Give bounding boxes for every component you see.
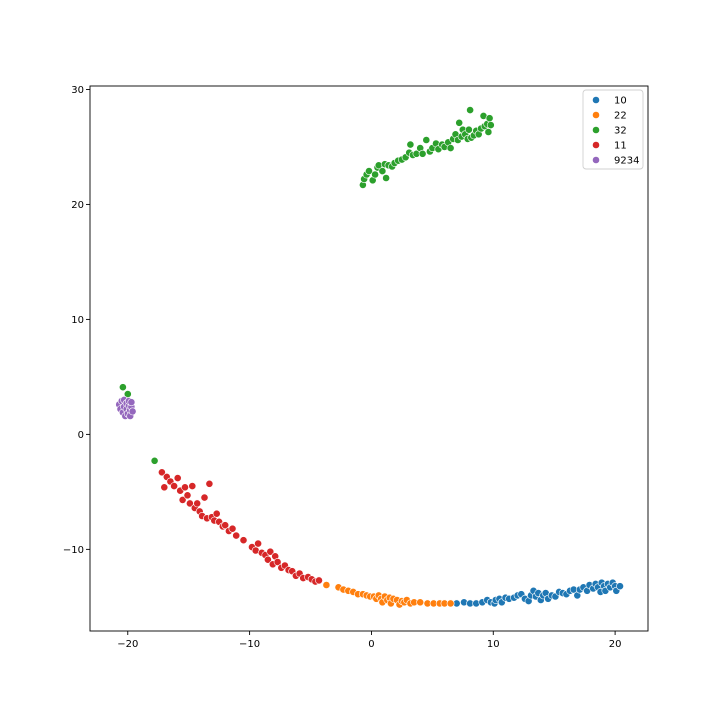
scatter-point (263, 555, 272, 564)
scatter-point (128, 407, 137, 416)
legend-marker (592, 156, 600, 164)
legend-marker (592, 96, 600, 104)
scatter-point (422, 136, 431, 144)
scatter-point (200, 493, 209, 502)
scatter-point (486, 121, 495, 129)
y-tick-label: 0 (78, 430, 84, 441)
scatter-point (485, 114, 494, 123)
scatter-point (178, 495, 187, 504)
y-tick-label: −10 (63, 545, 84, 556)
scatter-point (212, 509, 221, 518)
scatter-point (181, 483, 189, 492)
x-tick-label: 10 (487, 639, 500, 650)
legend-label: 9234 (614, 156, 639, 167)
y-tick-label: 20 (71, 200, 84, 211)
scatter-point (170, 482, 178, 490)
plot-frame (89, 85, 649, 632)
legend-label: 32 (614, 126, 627, 137)
scatter-point (183, 491, 192, 500)
x-tick-label: 20 (609, 639, 622, 650)
scatter-point (221, 521, 230, 530)
scatter-point (416, 598, 425, 607)
scatter-point (616, 582, 624, 591)
scatter-point (446, 599, 455, 608)
legend-label: 10 (614, 96, 627, 107)
legend-label: 22 (614, 111, 627, 122)
legend-box (582, 89, 644, 170)
scatter-point (127, 398, 136, 407)
scatter-point (382, 174, 390, 182)
scatter-point (157, 468, 166, 477)
scatter-point (378, 167, 387, 175)
scatter-point (406, 140, 415, 149)
points-layer (115, 106, 624, 609)
scatter-point (150, 456, 159, 465)
scatter-point (228, 524, 237, 533)
x-tick-label: −10 (239, 639, 260, 650)
scatter-point (273, 558, 282, 566)
legend: 10 22 32 11 9234 (582, 89, 644, 170)
scatter-point (173, 474, 182, 482)
y-tick-label: 30 (71, 85, 84, 96)
legend-marker (592, 141, 600, 149)
axes-layer: −20 −10 0 10 20 −10 0 10 20 30 (63, 85, 622, 650)
scatter-point (232, 531, 241, 540)
scatter-point (119, 383, 127, 392)
x-tick-label: 0 (368, 639, 374, 650)
scatter-point (205, 479, 214, 488)
scatter-point (188, 482, 197, 490)
scatter-point (455, 118, 464, 127)
legend-marker (592, 111, 600, 119)
scatter-point (254, 539, 262, 548)
scatter-point (371, 170, 379, 179)
scatter-point (193, 499, 202, 508)
scatter-point (315, 576, 323, 585)
scatter-point (365, 167, 373, 175)
scatter-point (446, 144, 455, 152)
x-tick-label: −20 (117, 639, 138, 650)
scatter-point (160, 483, 169, 492)
scatter-point (266, 547, 275, 556)
scatter-point (239, 536, 248, 545)
scatter-point (464, 125, 473, 134)
scatter-point (418, 149, 427, 158)
scatter-point (466, 106, 474, 114)
scatter-point (322, 581, 331, 589)
y-tick-label: 10 (71, 315, 84, 326)
scatter-point (484, 128, 493, 136)
legend-marker (592, 126, 600, 134)
legend-label: 11 (614, 141, 627, 152)
